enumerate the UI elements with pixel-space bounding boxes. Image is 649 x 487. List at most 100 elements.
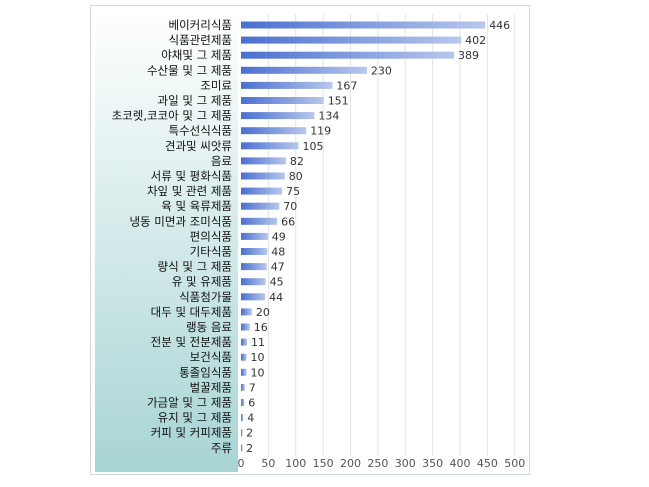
bar — [241, 248, 268, 255]
data-label: 47 — [271, 261, 285, 274]
x-tick-label: 200 — [340, 457, 361, 470]
bar — [241, 232, 268, 240]
category-label: 야채및 그 제품 — [161, 48, 232, 62]
data-label: 105 — [303, 140, 324, 153]
category-label: 량식 및 그 제품 — [158, 260, 232, 274]
category-label: 냉동 미면과 조미식품 — [129, 214, 232, 228]
data-label: 7 — [249, 381, 256, 394]
bar — [241, 399, 245, 406]
data-label: 119 — [310, 125, 331, 138]
category-label: 베이커리식품 — [169, 18, 232, 32]
x-tick-label: 250 — [367, 457, 388, 470]
category-label: 특수선식식품 — [169, 124, 232, 138]
bar — [241, 21, 486, 29]
data-label: 4 — [247, 412, 254, 425]
bar — [241, 66, 367, 74]
category-label: 조미료 — [200, 78, 232, 92]
x-tick-label: 350 — [422, 457, 443, 470]
data-label: 45 — [270, 276, 284, 289]
label-panel-background — [95, 10, 238, 472]
bar — [241, 293, 266, 301]
data-label: 11 — [251, 336, 265, 349]
category-label: 유 및 유제품 — [172, 275, 232, 289]
category-label: 초코렛,코코아 및 그 제품 — [112, 109, 232, 123]
bar — [241, 308, 252, 316]
data-label: 82 — [290, 155, 304, 168]
bar — [241, 353, 247, 361]
category-label: 통졸임식품 — [179, 365, 232, 379]
bar — [241, 383, 245, 391]
bar — [241, 36, 462, 44]
bar — [241, 338, 247, 346]
bar — [241, 142, 299, 150]
data-label: 6 — [248, 397, 255, 410]
category-label: 보건식품 — [190, 350, 232, 364]
category-label: 수산물 및 그 제품 — [147, 63, 232, 77]
data-label: 75 — [286, 185, 300, 198]
x-tick-label: 0 — [238, 457, 245, 470]
category-label: 음료 — [211, 154, 232, 168]
bar — [241, 429, 243, 437]
data-label: 446 — [489, 19, 510, 32]
value-labels: 4464023892301671511341191058280757066494… — [246, 19, 510, 455]
gridlines — [267, 14, 516, 456]
data-label: 10 — [251, 351, 265, 364]
bar — [241, 217, 278, 225]
data-label: 134 — [318, 110, 339, 123]
category-label: 랭동 음료 — [186, 320, 232, 334]
x-tick-label: 50 — [261, 457, 275, 470]
bar — [241, 187, 283, 195]
category-label: 주류 — [211, 441, 232, 455]
x-tick-label: 150 — [313, 457, 334, 470]
data-label: 66 — [281, 215, 295, 228]
bar — [241, 202, 280, 210]
data-label: 44 — [269, 291, 283, 304]
category-label: 육 및 육류제품 — [161, 199, 232, 213]
x-tick-label: 400 — [450, 457, 471, 470]
bar — [241, 127, 307, 135]
x-tick-label: 300 — [395, 457, 416, 470]
category-label: 대두 및 대두제품 — [151, 305, 232, 319]
category-label: 편의식품 — [190, 229, 232, 243]
bar — [241, 172, 285, 180]
category-label: 식품관련제품 — [169, 33, 232, 47]
bar — [241, 263, 267, 271]
category-label: 커피 및 커피제품 — [151, 426, 232, 440]
bar — [241, 368, 247, 376]
data-label: 151 — [328, 95, 349, 108]
data-label: 402 — [465, 34, 486, 47]
bar — [241, 157, 286, 165]
data-label: 2 — [246, 442, 253, 455]
bar — [241, 323, 250, 331]
bar — [241, 414, 244, 422]
data-label: 389 — [458, 49, 479, 62]
data-label: 10 — [251, 366, 265, 379]
data-label: 230 — [371, 64, 392, 77]
data-label: 167 — [336, 79, 357, 92]
category-label: 가금알 및 그 제품 — [147, 396, 232, 410]
bar — [241, 81, 333, 89]
x-tick-label: 450 — [477, 457, 498, 470]
category-label: 견과및 씨앗류 — [165, 139, 232, 153]
x-tick-label: 100 — [285, 457, 306, 470]
data-label: 16 — [254, 321, 268, 334]
bar — [241, 51, 454, 59]
category-label: 서류 및 평화식품 — [151, 169, 232, 183]
category-label: 유지 및 그 제품 — [158, 411, 232, 425]
data-label: 20 — [256, 306, 270, 319]
bars — [241, 21, 486, 452]
bar — [241, 97, 324, 104]
data-label: 48 — [271, 246, 285, 259]
category-label: 식품첨가물 — [179, 290, 232, 304]
category-label: 과일 및 그 제품 — [158, 94, 232, 108]
category-label: 벌꿀제품 — [190, 380, 232, 394]
bar — [241, 112, 315, 120]
category-label: 전분 및 전분제품 — [151, 335, 232, 349]
data-label: 70 — [283, 200, 297, 213]
x-axis-ticks: 0 50 100 150 200 250 300 350 400 450 500 — [238, 457, 526, 470]
data-label: 49 — [272, 230, 286, 243]
x-tick-label: 500 — [504, 457, 525, 470]
